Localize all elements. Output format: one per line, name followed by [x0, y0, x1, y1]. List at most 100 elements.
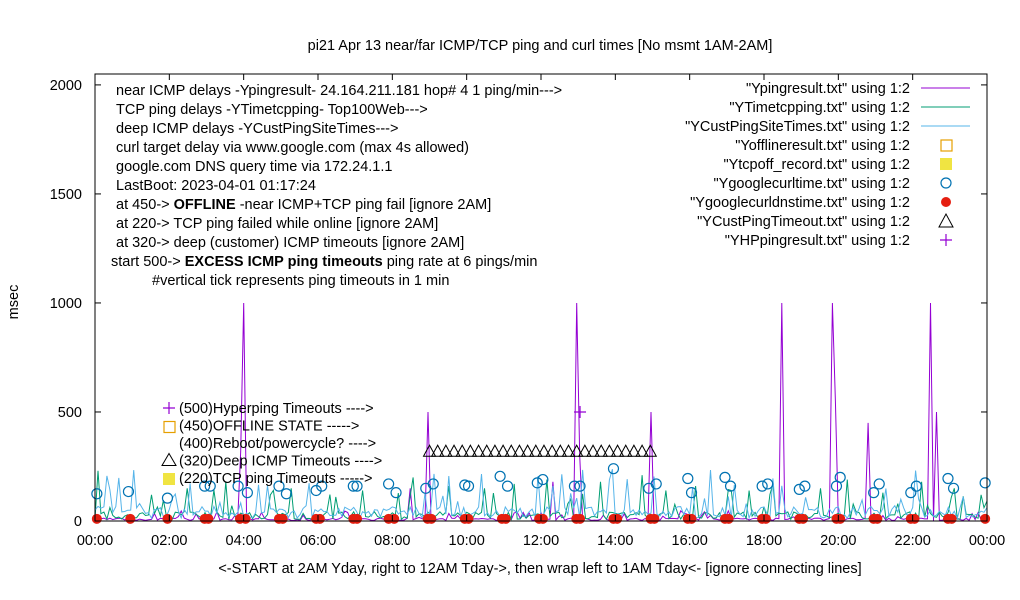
note-line: start 500-> EXCESS ICMP ping timeouts pi… [111, 254, 537, 270]
curl-time-point [979, 477, 991, 489]
curl-time-point [280, 488, 293, 500]
x-tick-label: 14:00 [597, 533, 633, 549]
note-line: at 320-> deep (customer) ICMP timeouts [… [116, 235, 464, 251]
curl-time-point [682, 472, 694, 485]
key-label: (400)Reboot/powercycle? ----> [179, 436, 376, 452]
curl-time-point [204, 480, 216, 492]
curl-time-point [873, 478, 885, 490]
dns-time-point [835, 513, 846, 524]
curl-time-point [427, 478, 439, 490]
deep-icmp-timeout-marker [455, 444, 470, 457]
legend-open-circle-icon [940, 177, 952, 189]
curl-time-point [574, 480, 586, 492]
hyperping-timeout-marker [574, 405, 587, 418]
deep-icmp-timeout-marker [496, 444, 510, 457]
x-tick-label: 02:00 [151, 533, 187, 549]
curl-time-point [494, 470, 506, 482]
deep-icmp-timeout-marker [627, 444, 641, 457]
curl-time-point [310, 484, 322, 497]
deep-icmp-timeout-marker [643, 444, 658, 457]
dns-time-point [203, 513, 214, 524]
legend-label: "Ytcpoff_record.txt" using 1:2 [723, 157, 910, 173]
curl-time-point [724, 480, 737, 492]
annotations: near ICMP delays -Ypingresult- 24.164.21… [111, 83, 562, 289]
key-label: (500)Hyperping Timeouts ----> [179, 401, 374, 417]
dns-time-point [162, 513, 173, 524]
note-line: at 450-> OFFLINE -near ICMP+TCP ping fai… [116, 197, 491, 213]
dns-time-point [240, 513, 251, 524]
note-line: LastBoot: 2023-04-01 01:17:24 [116, 178, 316, 194]
y-tick-label: 0 [74, 514, 82, 530]
dns-time-point [277, 513, 288, 524]
legend-label: "Yofflineresult.txt" using 1:2 [735, 138, 910, 154]
deep-icmp-timeout-marker [610, 444, 625, 457]
deep-icmp-timeout-marker [422, 444, 437, 457]
dns-time-point [537, 513, 548, 524]
legend-filled-circle-icon [941, 197, 951, 207]
dns-time-point [352, 513, 363, 524]
deep-icmp-timeout-marker [594, 444, 609, 457]
x-tick-label: 10:00 [449, 533, 485, 549]
curl-time-point [942, 472, 954, 485]
legend-label: "YCustPingSiteTimes.txt" using 1:2 [685, 119, 910, 135]
curl-time-point [161, 492, 174, 504]
note-bold: OFFLINE [174, 197, 236, 213]
curl-time-point [241, 487, 253, 499]
curl-time-point [462, 480, 475, 492]
dns-time-point [463, 513, 474, 524]
deep-icmp-timeout-marker [520, 444, 535, 457]
deep-icmp-timeout-marker [430, 444, 445, 457]
x-tick-label: 08:00 [374, 533, 410, 549]
curl-time-point [607, 463, 620, 475]
curl-time-point [685, 487, 698, 499]
note-line: curl target delay via www.google.com (ma… [116, 140, 469, 156]
curl-time-point [91, 488, 103, 500]
deep-icmp-timeout-marker [471, 444, 486, 457]
dns-time-point [649, 513, 660, 524]
dns-time-point [723, 513, 734, 524]
marker-key: (500)Hyperping Timeouts ----> (450)OFFLIN… [161, 401, 382, 487]
curl-time-point [232, 480, 244, 492]
key-plus-icon [163, 402, 175, 414]
dns-time-point [946, 513, 957, 524]
key-square-icon [163, 420, 176, 434]
dns-time-point [575, 513, 586, 524]
dns-time-point [612, 513, 623, 524]
deep-icmp-timeout-marker [618, 444, 633, 457]
curl-time-point [273, 480, 285, 492]
dns-time-point [980, 513, 991, 524]
dns-time-point [872, 513, 883, 524]
x-tick-label: 00:00 [969, 533, 1005, 549]
legend-open-square-icon [940, 139, 953, 152]
curl-time-point [316, 480, 328, 492]
dns-time-point [686, 513, 697, 524]
dns-time-point [389, 513, 400, 524]
y-tick-label: 1000 [50, 296, 82, 312]
deep-icmp-timeout-marker [586, 444, 600, 457]
x-tick-label: 20:00 [820, 533, 856, 549]
x-tick-label: 00:00 [77, 533, 113, 549]
key-label: (220)TCP ping Timeouts -----> [179, 471, 373, 487]
deep-icmp-timeout-marker [488, 444, 502, 457]
deep-icmp-timeout-marker [439, 444, 453, 457]
key-label: (450)OFFLINE STATE -----> [179, 419, 359, 435]
curl-time-point [531, 477, 543, 489]
key-triangle-icon [161, 452, 177, 466]
x-tick-label: 12:00 [523, 533, 559, 549]
curl-time-point [537, 473, 549, 486]
x-tick-label: 04:00 [226, 533, 262, 549]
legend: "Ypingresult.txt" using 1:2 "YTimetcpping… [685, 81, 970, 249]
dns-time-point [760, 513, 771, 524]
dns-time-point [909, 513, 920, 524]
curl-time-point [799, 480, 811, 492]
note-suffix: ping rate at 6 pings/min [383, 254, 538, 270]
curl-time-point [947, 482, 960, 494]
note-bold: EXCESS ICMP ping timeouts [185, 254, 383, 270]
note-line: near ICMP delays -Ypingresult- 24.164.21… [116, 83, 562, 99]
curl-time-point [199, 480, 211, 492]
x-tick-label: 18:00 [746, 533, 782, 549]
deep-icmp-timeout-marker [635, 444, 649, 457]
curl-time-point [650, 478, 662, 490]
y-axis-label: msec [6, 285, 22, 320]
y-tick-label: 2000 [50, 78, 82, 94]
